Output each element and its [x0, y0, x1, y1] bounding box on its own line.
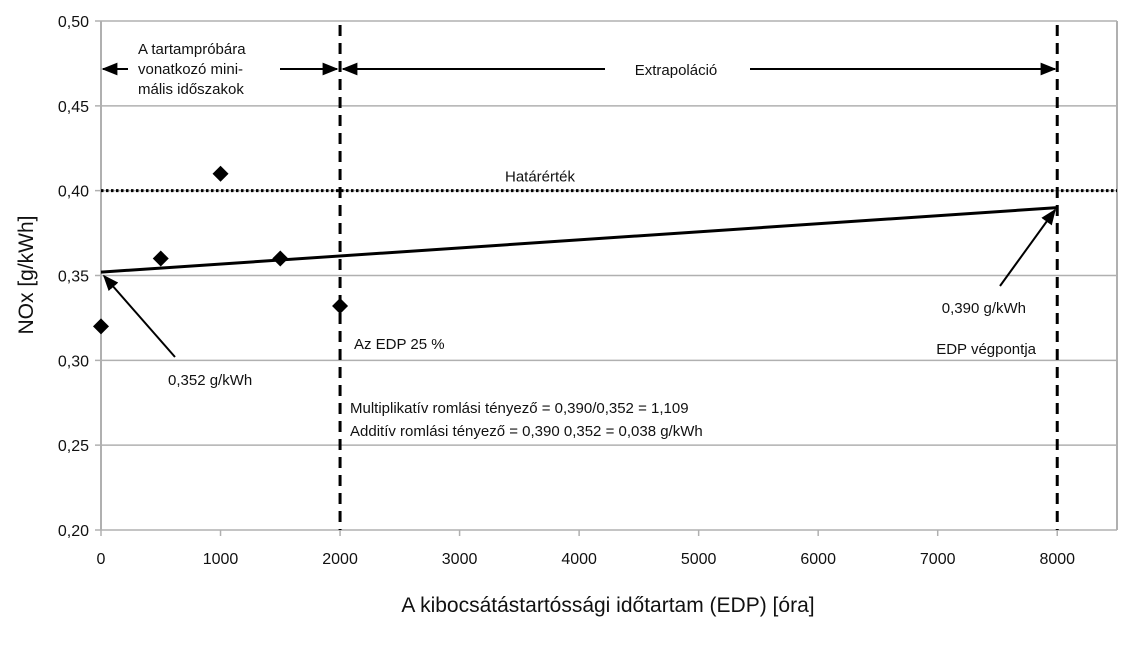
- data-point: [152, 250, 169, 267]
- y-axis-label: NOx [g/kWh]: [15, 215, 38, 334]
- annotations: Határérték A tartampróbára vonatkozó mini-…: [101, 41, 1057, 440]
- y-tick-label: 0,45: [58, 99, 89, 116]
- y-tick-label: 0,40: [58, 184, 89, 201]
- y-tick-label: 0,35: [58, 269, 89, 286]
- x-axis-label: A kibocsátástartóssági időtartam (EDP) […: [401, 594, 814, 617]
- x-tick-label: 4000: [561, 551, 597, 568]
- y-tick-label: 0,50: [58, 14, 89, 31]
- x-tick-label: 0: [97, 551, 106, 568]
- additive-factor: Additív romlási tényező = 0,390 0,352 = …: [350, 423, 703, 440]
- min-period-label: mális időszakok: [138, 81, 244, 98]
- multiplicative-factor: Multiplikatív romlási tényező = 0,390/0,…: [350, 400, 689, 417]
- grid: [95, 20, 1117, 531]
- edp-end-label: EDP végpontja: [936, 341, 1036, 358]
- x-tick-label: 8000: [1039, 551, 1075, 568]
- x-tick-label: 6000: [800, 551, 836, 568]
- data-point: [212, 165, 229, 182]
- y-tick-label: 0,20: [58, 523, 89, 540]
- data-point: [272, 250, 289, 267]
- y-tick-label: 0,25: [58, 438, 89, 455]
- marks: [93, 25, 1117, 530]
- x-tick-label: 2000: [322, 551, 358, 568]
- start-value-arrow: [102, 274, 176, 358]
- min-period-label: vonatkozó mini-: [138, 61, 243, 78]
- x-tick-label: 7000: [920, 551, 956, 568]
- limit-line-label: Határérték: [505, 169, 576, 186]
- x-tick-label: 5000: [681, 551, 717, 568]
- trend-line: [100, 206, 1058, 274]
- edp-25-label: Az EDP 25 %: [354, 336, 445, 353]
- x-tick-label: 1000: [203, 551, 239, 568]
- y-tick-label: 0,30: [58, 353, 89, 370]
- data-point: [93, 318, 109, 335]
- end-value-arrow: [999, 208, 1056, 287]
- axes: 0,20 0,25 0,30 0,35 0,40 0,45 0,50 0 1000 2000 300…: [58, 14, 1118, 568]
- min-period-label: A tartampróbára: [138, 41, 246, 58]
- data-point: [332, 298, 349, 315]
- end-value-label: 0,390 g/kWh: [942, 300, 1026, 317]
- x-tick-label: 3000: [442, 551, 478, 568]
- start-value-label: 0,352 g/kWh: [168, 372, 252, 389]
- extrapolation-label: Extrapoláció: [635, 62, 718, 79]
